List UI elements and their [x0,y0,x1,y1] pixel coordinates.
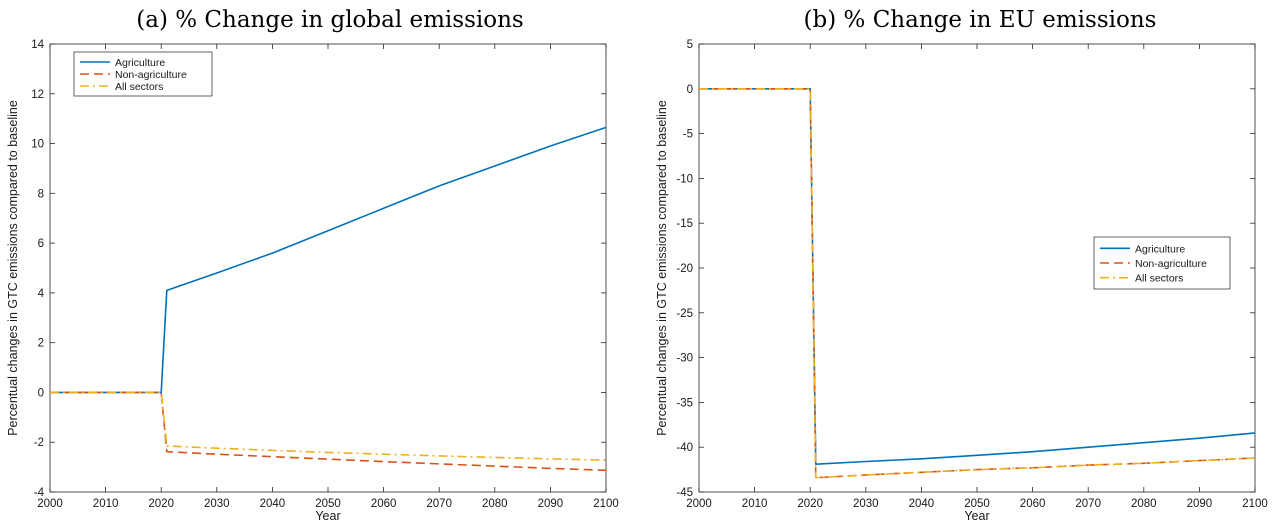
series-line-agriculture [50,126,607,394]
y-tick-label: -4 [34,487,45,499]
x-tick-label: 2040 [260,498,286,510]
chart-a-axes-box [49,43,607,493]
x-axis-label: Year [964,509,989,523]
x-tick-label: 2080 [482,498,508,510]
y-tick-label: 14 [31,39,44,51]
legend-label: All sectors [1135,273,1183,285]
x-tick-label: 2050 [964,498,990,510]
x-tick-label: 2060 [1020,498,1046,510]
y-tick-label: -45 [676,487,693,499]
y-axis-label: Percentual changes in GTC emissions comp… [6,100,20,436]
y-tick-label: 5 [687,39,693,51]
y-tick-label: -20 [676,263,693,275]
x-tick-label: 2040 [909,498,935,510]
series-line-all-sectors [50,391,607,461]
y-tick-label: 0 [687,84,693,96]
x-tick-label: 2000 [37,498,63,510]
x-tick-label: 2100 [593,498,619,510]
y-tick-label: 0 [38,387,44,399]
y-tick-label: 8 [38,188,44,200]
y-tick-label: 12 [31,89,44,101]
y-tick-label: -10 [676,173,693,185]
x-axis-label: Year [315,509,340,523]
x-tick-label: 2090 [538,498,564,510]
chart-a: 2000 2010 2020 2030 2040 2050 2060 2070 2080 2090… [6,39,619,523]
x-tick-label: 2030 [853,498,879,510]
x-tick-label: 2020 [797,498,823,510]
y-tick-label: -5 [683,129,693,141]
y-tick-label: -30 [676,353,693,365]
x-tick-label: 2000 [686,498,712,510]
x-tick-label: 2070 [1075,498,1101,510]
x-tick-label: 2050 [315,498,341,510]
chart-b-legend: Agriculture Non-agriculture All sectors [1093,236,1231,290]
y-axis-label: Percentual changes in GTC emissions comp… [655,100,669,436]
y-tick-label: 4 [38,288,45,300]
y-tick-label: 10 [31,139,44,151]
legend-label: Non-agriculture [115,69,187,81]
y-tick-label: -15 [676,218,693,230]
y-tick-label: -2 [34,437,44,449]
x-tick-label: 2020 [148,498,174,510]
x-tick-label: 2080 [1131,498,1157,510]
y-tick-label: 2 [38,338,44,350]
x-tick-label: 2010 [93,498,119,510]
x-tick-label: 2060 [371,498,397,510]
x-tick-label: 2100 [1242,498,1268,510]
y-tick-label: -25 [676,308,693,320]
legend-label: All sectors [115,81,163,93]
x-tick-label: 2010 [742,498,768,510]
series-line-non-agriculture [699,88,1256,479]
chart-b-title: (b) % Change in EU emissions [803,7,1157,33]
chart-a-title: (a) % Change in global emissions [136,7,524,33]
legend-label: Agriculture [1135,243,1185,255]
y-tick-label: 6 [38,238,44,250]
x-tick-label: 2090 [1187,498,1213,510]
legend-label: Agriculture [115,57,165,69]
x-tick-label: 2070 [426,498,452,510]
y-tick-label: -35 [676,397,693,409]
chart-b: 2000 2010 2020 2030 2040 2050 2060 2070 2080 2090… [655,39,1268,523]
y-tick-label: -40 [676,442,693,454]
legend-label: Non-agriculture [1135,258,1207,270]
x-tick-label: 2030 [204,498,230,510]
